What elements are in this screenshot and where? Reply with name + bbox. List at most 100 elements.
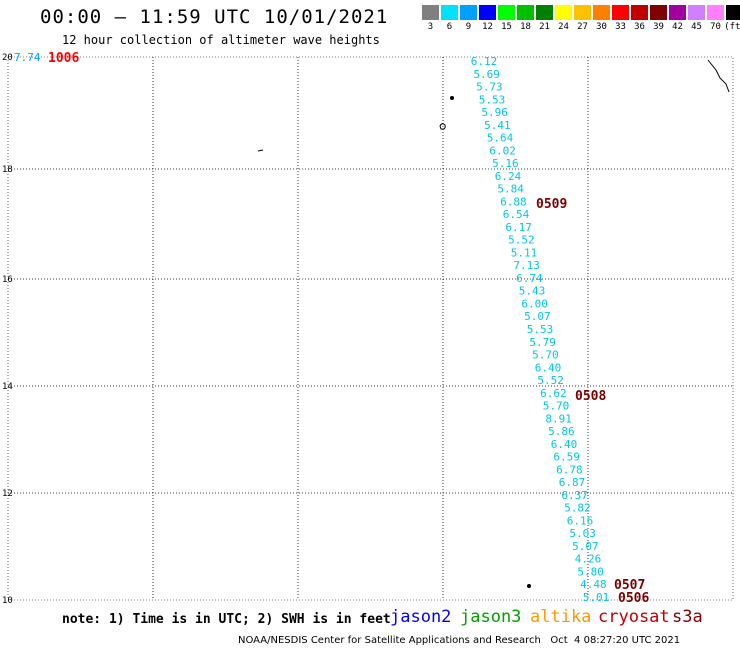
track-value: 4.26 [575, 553, 602, 566]
legend-label: 18 [520, 22, 531, 32]
corner-value: 7.74 [14, 51, 41, 64]
legend-swatch [574, 5, 591, 20]
track-value: 6.00 [521, 297, 548, 310]
legend-swatch [536, 5, 553, 20]
track-value: 5.52 [508, 234, 535, 247]
track-value: 6.02 [489, 144, 516, 157]
legend-swatch [555, 5, 572, 20]
legend-swatch [498, 5, 515, 20]
legend-swatch [517, 5, 534, 20]
track-value: 5.16 [492, 157, 519, 170]
legend-label: 9 [465, 22, 472, 32]
track-value: 6.87 [559, 476, 586, 489]
legend-swatch [593, 5, 610, 20]
legend-unit: (ft) [724, 22, 740, 32]
time-label: 0506 [618, 591, 649, 605]
track-value: 5.03 [569, 527, 596, 540]
legend-label: 33 [615, 22, 626, 32]
track-value: 5.43 [519, 285, 546, 298]
altimeter-map: -120-117-114-111-108-10201816141210 6.12… [2, 51, 734, 605]
legend-swatch [441, 5, 458, 20]
legend-label: 3 [427, 22, 434, 32]
note-text: note: 1) Time is in UTC; 2) SWH is in fe… [62, 612, 391, 627]
track-value: 5.84 [497, 183, 524, 196]
map-subtitle: 12 hour collection of altimeter wave hei… [62, 33, 380, 47]
track-value: 6.40 [535, 361, 562, 374]
track-value: 6.16 [567, 514, 594, 527]
track-value: 5.69 [473, 68, 500, 81]
island-2 [439, 123, 446, 130]
legend-label: 24 [558, 22, 569, 32]
track-value: 5.07 [524, 310, 551, 323]
track-value: 5.64 [487, 132, 514, 145]
legend-label: 39 [653, 22, 664, 32]
legend-swatch [460, 5, 477, 20]
track-value: 5.07 [572, 540, 599, 553]
legend-swatch [688, 5, 705, 20]
lat-label: 20 [2, 53, 13, 63]
legend-label: 45 [691, 22, 702, 32]
track-value: 5.53 [527, 323, 554, 336]
satellite-s3a: s3a [672, 607, 703, 627]
legend-label: 27 [577, 22, 588, 32]
satellite-jason2: jason2 [390, 607, 452, 627]
track-value: 5.73 [476, 81, 503, 94]
legend-label: 70 [710, 22, 721, 32]
satellite-altika: altika [530, 607, 592, 627]
lat-label: 10 [2, 596, 13, 605]
legend-swatch [422, 5, 439, 20]
legend-swatch [612, 5, 629, 20]
credit-line: NOAA/NESDIS Center for Satellite Applica… [238, 635, 681, 646]
island-1 [450, 96, 454, 100]
track-value: 6.54 [503, 208, 530, 221]
track-value: 5.52 [537, 374, 564, 387]
legend-swatch [631, 5, 648, 20]
axis-labels: -120-117-114-111-108-10201816141210 [2, 53, 13, 605]
legend-label: 21 [539, 22, 550, 32]
time-label: 0508 [575, 389, 606, 404]
track-value: 5.70 [543, 400, 570, 413]
satellite-jason3: jason3 [460, 607, 522, 627]
track-value: 6.24 [495, 170, 522, 183]
map-grid [7, 56, 734, 601]
track-value: 5.01 [583, 591, 610, 604]
track-value: 6.74 [516, 272, 543, 285]
lat-label: 12 [2, 489, 13, 499]
track-value: 5.41 [484, 119, 511, 132]
track-value: 5.80 [577, 565, 604, 578]
time-label: 0509 [536, 197, 567, 212]
legend-label: 6 [446, 22, 453, 32]
legend-label: 36 [634, 22, 645, 32]
track-value: 6.12 [471, 55, 498, 68]
track-value: 6.17 [505, 221, 532, 234]
legend-label: 30 [596, 22, 607, 32]
track-value: 5.53 [479, 93, 506, 106]
track-value: 5.79 [529, 336, 556, 349]
legend-swatch [669, 5, 686, 20]
track-value: 5.96 [481, 106, 508, 119]
map-title: 00:00 – 11:59 UTC 10/01/2021 [40, 6, 389, 28]
legend-swatch [650, 5, 667, 20]
track-value: 5.82 [564, 502, 591, 515]
satellite-cryosat: cryosat [598, 607, 670, 627]
legend-label: 12 [482, 22, 493, 32]
track-value: 6.62 [540, 387, 567, 400]
island-4 [527, 584, 531, 588]
corner-time: 1006 [48, 51, 79, 66]
legend-swatch [707, 5, 724, 20]
lat-label: 18 [2, 165, 13, 175]
time-label: 0507 [614, 578, 645, 593]
coastline [257, 59, 730, 588]
track-value: 5.70 [532, 349, 559, 362]
legend-label: 15 [501, 22, 512, 32]
track-value: 6.88 [500, 195, 527, 208]
track-value: 5.86 [548, 425, 575, 438]
track-value: 7.13 [513, 259, 540, 272]
altimeter-track: 6.125.695.735.535.965.415.646.025.166.24… [471, 55, 610, 604]
track-value: 6.78 [556, 463, 583, 476]
track-value: 6.59 [553, 451, 580, 464]
legend-swatch [479, 5, 496, 20]
track-value: 4.48 [580, 578, 607, 591]
track-value: 6.40 [551, 438, 578, 451]
